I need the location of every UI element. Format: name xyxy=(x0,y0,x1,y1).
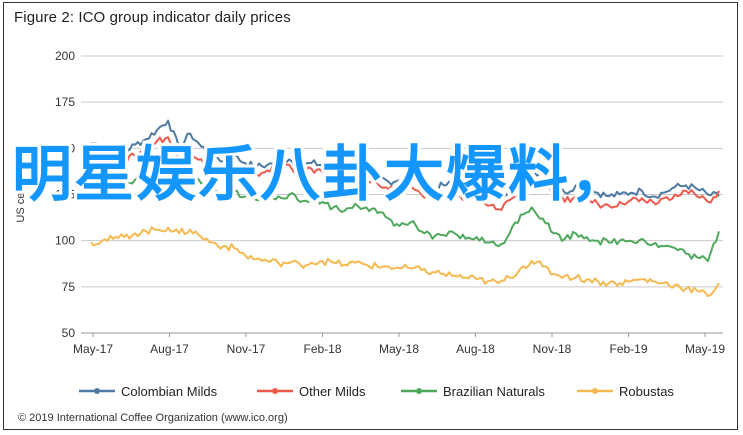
x-tick-label: Nov-18 xyxy=(533,342,572,356)
y-tick-label: 125 xyxy=(55,188,75,202)
x-tick-label: Aug-17 xyxy=(150,342,189,356)
legend-label: Brazilian Naturals xyxy=(443,384,545,399)
chart-title: Figure 2: ICO group indicator daily pric… xyxy=(14,9,291,26)
y-tick-label: 175 xyxy=(55,95,75,109)
x-tick-label: Aug-18 xyxy=(456,342,495,356)
overlay-banner-text: 明星娱乐八卦大爆料， xyxy=(12,140,632,210)
series-line-other-milds xyxy=(90,136,720,211)
chart-frame: Figure 2: ICO group indicator daily pric… xyxy=(3,2,738,430)
legend-marker xyxy=(416,388,422,394)
legend-marker xyxy=(592,388,598,394)
y-tick-label: 100 xyxy=(55,234,75,248)
x-tick-label: Feb-19 xyxy=(609,342,647,356)
y-tick-label: 150 xyxy=(55,141,75,155)
x-tick-label: May-18 xyxy=(379,342,419,356)
series-line-robustas xyxy=(90,226,720,298)
legend-label: Colombian Milds xyxy=(121,384,218,399)
legend-label: Robustas xyxy=(619,384,674,399)
y-tick-label: 75 xyxy=(62,280,76,294)
x-tick-label: May-19 xyxy=(685,342,725,356)
x-tick-label: Feb-18 xyxy=(303,342,341,356)
y-tick-label: 50 xyxy=(62,326,76,340)
series-line-brazilian-naturals xyxy=(90,164,720,262)
x-tick-label: Nov-17 xyxy=(227,342,266,356)
x-tick-label: May-17 xyxy=(73,342,113,356)
legend-marker xyxy=(94,388,100,394)
y-axis-label: US cents/lb xyxy=(15,166,27,222)
legend-label: Other Milds xyxy=(299,384,366,399)
y-tick-label: 200 xyxy=(55,49,75,63)
source-credit: © 2019 International Coffee Organization… xyxy=(18,412,288,424)
line-chart: 50 75 100 125 150 175 200 US cents/lb May-17 Aug-… xyxy=(15,49,725,399)
series-line-colombian-milds xyxy=(90,119,720,201)
legend-marker xyxy=(272,388,278,394)
